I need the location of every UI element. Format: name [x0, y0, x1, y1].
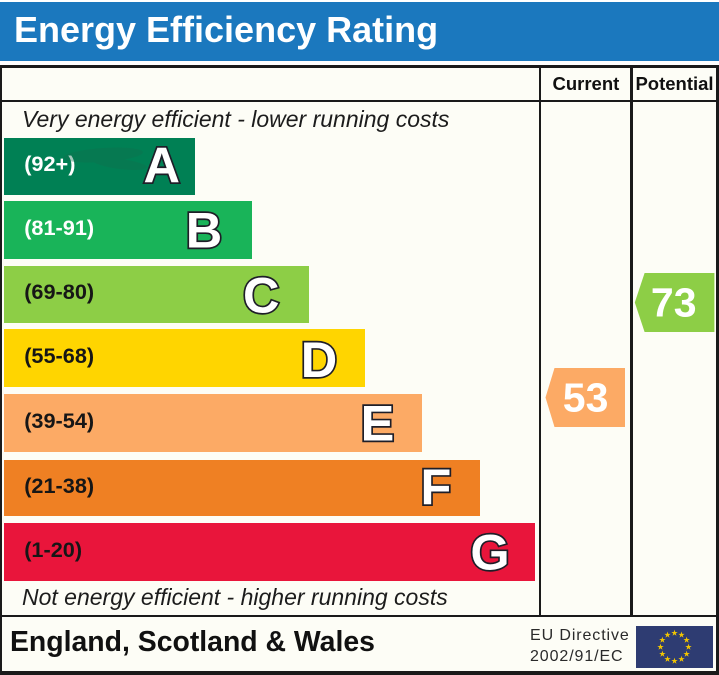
- svg-text:E: E: [361, 395, 395, 452]
- svg-text:F: F: [420, 458, 451, 515]
- svg-text:73: 73: [651, 280, 697, 326]
- svg-text:G: G: [470, 524, 509, 581]
- svg-text:A: A: [144, 137, 180, 194]
- svg-text:D: D: [301, 331, 337, 388]
- svg-text:C: C: [243, 267, 279, 324]
- svg-text:B: B: [186, 202, 222, 259]
- svg-text:53: 53: [563, 375, 609, 421]
